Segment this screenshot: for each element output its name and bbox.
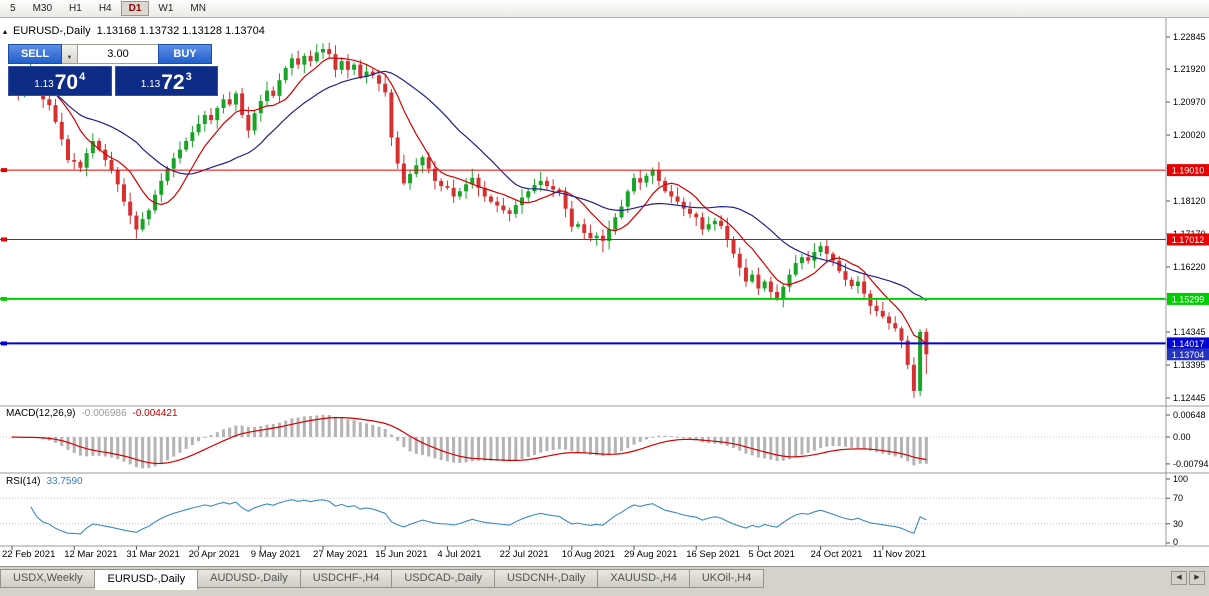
macd-name: MACD(12,26,9) (6, 408, 76, 419)
quote-row: 1.13 70 4 1.13 72 3 (8, 66, 218, 96)
buy-quote[interactable]: 1.13 72 3 (114, 66, 218, 96)
price-axis-tick: 1.18120 (1173, 196, 1206, 206)
chart-tab-usdcad-daily[interactable]: USDCAD-,Daily (392, 569, 495, 588)
timeframe-button-mn[interactable]: MN (182, 1, 214, 16)
svg-text:1.15299: 1.15299 (1172, 294, 1205, 304)
price-axis-tick: 1.20970 (1173, 97, 1206, 107)
sell-price-sup: 4 (79, 71, 86, 83)
date-axis-label: 22 Jul 2021 (500, 549, 549, 560)
date-axis-label: 20 Apr 2021 (189, 549, 240, 560)
rsi-value: 33.7590 (46, 476, 83, 487)
date-axis-label: 12 Mar 2021 (64, 549, 117, 560)
chart-tab-usdx-weekly[interactable]: USDX,Weekly (0, 569, 96, 588)
rsi-axis-tick: 100 (1173, 474, 1188, 484)
price-axis-tick: 1.14345 (1173, 327, 1206, 337)
rsi-axis-tick: 30 (1173, 519, 1183, 529)
buy-price-big: 72 (161, 71, 185, 94)
level-price-label (1167, 337, 1209, 350)
tab-scroll-left-button[interactable]: ◀ (1171, 571, 1187, 585)
one-click-trading-panel: SELL ▼ BUY 1.13 70 4 1.13 72 3 (8, 44, 218, 96)
macd-value-signal: -0.004421 (132, 408, 178, 419)
date-axis-label: 9 May 2021 (251, 549, 301, 560)
date-axis-label: 22 Feb 2021 (2, 549, 55, 560)
trade-controls-row: SELL ▼ BUY (8, 44, 218, 64)
chart-marker-icon: ▴ (3, 26, 8, 36)
current-price-label (1167, 348, 1209, 361)
chart-tab-usdcnh-daily[interactable]: USDCNH-,Daily (494, 569, 599, 588)
chart-tab-usdchf-h4[interactable]: USDCHF-,H4 (300, 569, 393, 588)
rsi-line (30, 499, 927, 535)
tab-scroll-right-button[interactable]: ▶ (1189, 571, 1205, 585)
chart-tab-eurusd-daily[interactable]: EURUSD-,Daily (95, 569, 199, 590)
macd-signal-line (11, 417, 927, 465)
macd-axis-tick: 0.00648 (1173, 410, 1206, 420)
macd-axis-tick: -0.00794 (1173, 459, 1209, 469)
svg-text:1.17012: 1.17012 (1172, 235, 1205, 245)
date-axis-label: 24 Oct 2021 (811, 549, 863, 560)
volume-input[interactable] (78, 44, 158, 64)
sell-button[interactable]: SELL (8, 44, 62, 64)
timeframe-button-h4[interactable]: H4 (91, 1, 120, 16)
chart-tab-xauusd-h4[interactable]: XAUUSD-,H4 (598, 569, 690, 588)
svg-text:1.14017: 1.14017 (1172, 339, 1205, 349)
buy-button[interactable]: BUY (158, 44, 212, 64)
date-axis-label: 29 Aug 2021 (624, 549, 677, 560)
price-axis-tick: 1.12445 (1173, 393, 1206, 403)
price-axis-tick: 1.21920 (1173, 64, 1206, 74)
price-axis-tick: 1.16220 (1173, 262, 1206, 272)
date-axis-label: 10 Aug 2021 (562, 549, 615, 560)
rsi-axis-tick: 70 (1173, 493, 1183, 503)
date-axis-label: 31 Mar 2021 (126, 549, 179, 560)
macd-label: MACD(12,26,9) -0.006986 -0.004421 (6, 408, 178, 419)
date-axis-label: 4 Jul 2021 (437, 549, 481, 560)
moving-average-8-line (11, 57, 927, 345)
buy-price-sup: 3 (185, 71, 192, 83)
level-price-label (1167, 164, 1209, 177)
chart-tab-ukoil-h4[interactable]: UKOil-,H4 (689, 569, 765, 588)
timeframe-button-d1[interactable]: D1 (120, 1, 150, 16)
date-axis-label: 5 Oct 2021 (748, 549, 794, 560)
buy-price-prefix: 1.13 (140, 79, 161, 90)
rsi-axis-tick: 0 (1173, 537, 1178, 547)
chart-ohlc-header: ▴ EURUSD-,Daily 1.13168 1.13732 1.13128 … (3, 25, 265, 37)
macd-value-main: -0.006986 (81, 408, 127, 419)
date-axis-label: 27 May 2021 (313, 549, 368, 560)
moving-average-21-line (11, 70, 927, 301)
svg-text:1.19010: 1.19010 (1172, 166, 1205, 176)
rsi-name: RSI(14) (6, 476, 41, 487)
ohlc-values: 1.13168 1.13732 1.13128 1.13704 (96, 25, 265, 37)
chart-tab-bar: USDX,Weekly EURUSD-,Daily AUDUSD-,Daily USD… (0, 566, 1209, 596)
timeframe-toolbar: 5 M30 H1 H4 D1 W1 MN (0, 0, 1209, 18)
svg-text:1.13704: 1.13704 (1172, 350, 1205, 360)
level-price-label (1167, 292, 1209, 305)
macd-axis-tick: 0.00 (1173, 432, 1191, 442)
symbol-name: EURUSD-,Daily (13, 25, 91, 37)
sell-quote[interactable]: 1.13 70 4 (8, 66, 112, 96)
sell-price-prefix: 1.13 (34, 79, 54, 90)
sell-price-big: 70 (54, 71, 79, 94)
date-axis-label: 15 Jun 2021 (375, 549, 427, 560)
timeframe-button-w1[interactable]: W1 (150, 1, 181, 16)
timeframe-button-m30[interactable]: M30 (25, 1, 60, 16)
timeframe-button-h1[interactable]: H1 (61, 1, 90, 16)
rsi-label: RSI(14) 33.7590 (6, 476, 83, 487)
chevron-down-icon: ▼ (66, 54, 73, 61)
price-axis-tick: 1.13395 (1173, 360, 1206, 370)
level-price-label (1167, 233, 1209, 246)
date-axis-label: 16 Sep 2021 (686, 549, 740, 560)
timeframe-button-5[interactable]: 5 (2, 1, 24, 16)
price-axis-tick: 1.20020 (1173, 130, 1206, 140)
volume-dropdown-button[interactable]: ▼ (62, 44, 78, 64)
chart-tab-audusd-daily[interactable]: AUDUSD-,Daily (198, 569, 301, 588)
date-axis-label: 11 Nov 2021 (873, 549, 926, 560)
tab-scroll-buttons: ◀ ▶ (1171, 571, 1205, 585)
price-axis-tick: 1.22845 (1173, 32, 1206, 42)
